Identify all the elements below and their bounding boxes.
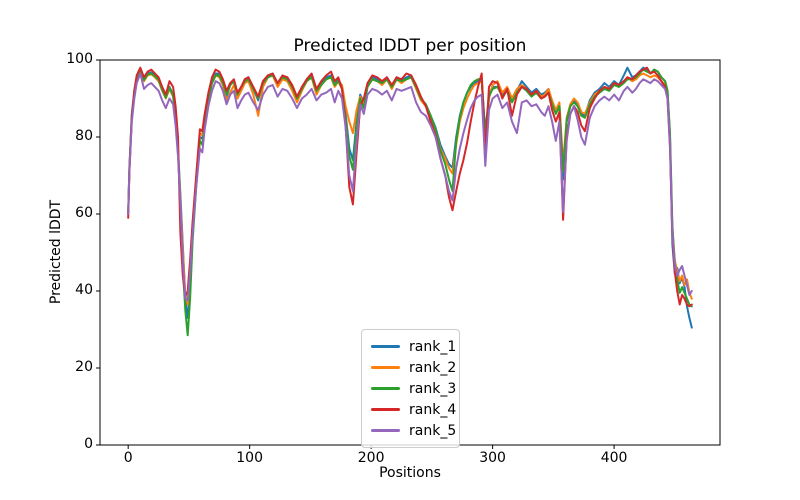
y-tick-label: 0 (84, 436, 93, 452)
x-tick-label: 200 (357, 450, 385, 466)
series-line-rank_2 (127, 70, 693, 306)
legend-item-rank_1: rank_1 (371, 336, 456, 357)
legend-label: rank_2 (409, 359, 457, 376)
series-line-rank_5 (127, 72, 693, 302)
x-tick-label: 0 (123, 450, 133, 466)
legend-line-swatch (371, 429, 400, 432)
legend-line-swatch (371, 345, 400, 348)
legend-label: rank_5 (409, 422, 457, 439)
y-tick-label: 80 (75, 128, 93, 144)
legend-line-swatch (371, 408, 400, 411)
legend-item-rank_2: rank_2 (371, 357, 456, 378)
series-line-rank_3 (127, 68, 693, 337)
legend-item-rank_3: rank_3 (371, 378, 456, 399)
x-tick-label: 100 (236, 450, 263, 466)
x-tick-label: 400 (600, 450, 628, 466)
x-tick-label: 300 (479, 450, 506, 466)
legend-line-swatch (371, 366, 400, 369)
y-tick-label: 20 (75, 359, 93, 375)
y-tick-label: 60 (75, 205, 93, 221)
series-line-rank_1 (127, 66, 693, 329)
y-tick-label: 100 (66, 51, 93, 67)
series-line-rank_4 (127, 66, 693, 308)
legend: rank_1 rank_2 rank_3 rank_4 rank_5 (361, 329, 460, 448)
chart-title: Predicted lDDT per position (293, 36, 527, 56)
legend-item-rank_5: rank_5 (371, 420, 456, 441)
y-tick-label: 40 (75, 282, 93, 298)
legend-label: rank_3 (409, 380, 457, 397)
legend-line-swatch (371, 387, 400, 390)
x-axis-label: Positions (379, 465, 441, 481)
legend-item-rank_4: rank_4 (371, 399, 456, 420)
legend-label: rank_1 (409, 338, 457, 355)
legend-label: rank_4 (409, 401, 457, 418)
